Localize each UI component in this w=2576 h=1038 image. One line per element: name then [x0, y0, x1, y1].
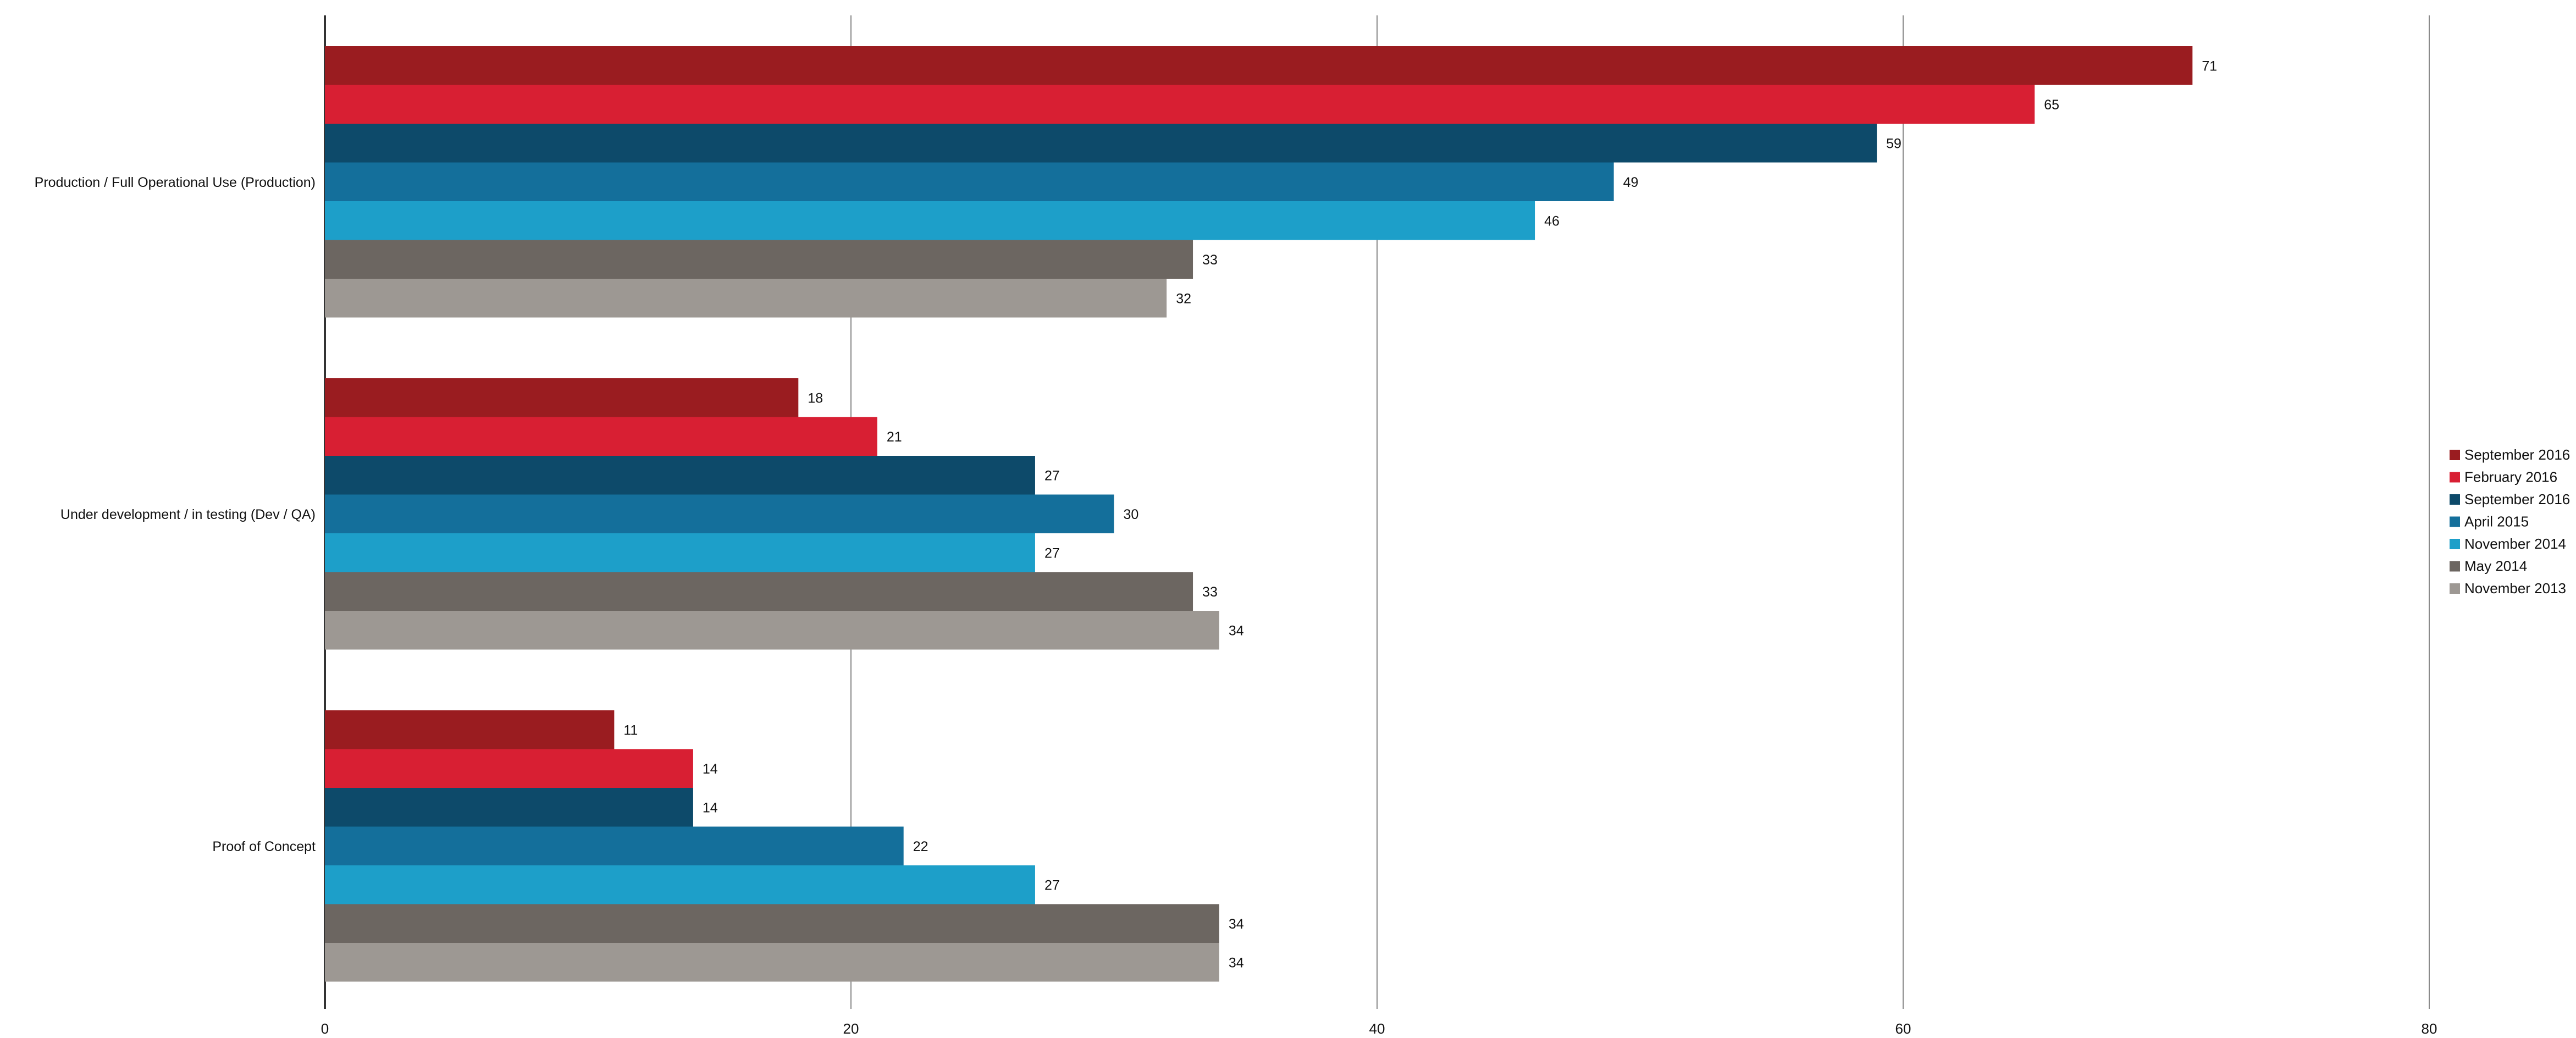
bar — [325, 456, 1035, 495]
bar-value-label: 18 — [808, 390, 823, 406]
bar — [325, 611, 1219, 650]
category-label: Under development / in testing (Dev / QA… — [60, 507, 316, 522]
bar — [325, 943, 1219, 982]
bar — [325, 826, 904, 865]
bar — [325, 162, 1614, 201]
bar-value-label: 27 — [1044, 545, 1060, 561]
bar — [325, 533, 1035, 572]
legend-label: February 2016 — [2464, 469, 2557, 485]
legend-swatch — [2450, 472, 2460, 483]
category-labels: Production / Full Operational Use (Produ… — [35, 175, 316, 854]
bar — [325, 904, 1219, 943]
bar — [325, 749, 693, 788]
legend-item: April 2015 — [2450, 514, 2529, 530]
legend-item: September 2016 — [2450, 491, 2570, 507]
legend-label: September 2016 — [2464, 446, 2570, 463]
bar — [325, 865, 1035, 904]
legend-label: May 2014 — [2464, 558, 2527, 575]
x-tick-label: 80 — [2422, 1020, 2437, 1037]
bar-value-label: 21 — [887, 429, 902, 445]
bar — [325, 201, 1535, 240]
bar-value-label: 33 — [1202, 584, 1218, 600]
legend-item: February 2016 — [2450, 469, 2557, 485]
bar-value-label: 32 — [1176, 291, 1191, 306]
x-axis-ticks: 0 20 40 60 80 — [321, 1020, 2437, 1037]
bar — [325, 572, 1193, 611]
x-tick-label: 60 — [1895, 1020, 1911, 1037]
legend-label: November 2014 — [2464, 535, 2566, 552]
legend-item: September 2016 — [2450, 446, 2570, 463]
legend-swatch — [2450, 583, 2460, 594]
legend-label: September 2016 — [2464, 491, 2570, 507]
bar-value-label: 34 — [1229, 955, 1244, 970]
bar — [325, 494, 1114, 533]
bar-value-label: 65 — [2044, 97, 2059, 113]
legend-swatch — [2450, 494, 2460, 505]
legend-swatch — [2450, 516, 2460, 527]
bars — [325, 46, 2193, 982]
legend-swatch — [2450, 539, 2460, 549]
x-tick-label: 0 — [321, 1020, 329, 1037]
x-tick-label: 40 — [1369, 1020, 1385, 1037]
data-labels: 71 65 59 49 46 33 32 18 21 27 30 27 33 34 11 14 14 22 27 34… — [623, 58, 2217, 970]
bar — [325, 417, 877, 456]
bar — [325, 788, 693, 827]
bar-value-label: 14 — [703, 800, 718, 815]
bar — [325, 46, 2193, 85]
bar-value-label: 30 — [1124, 507, 1139, 522]
bar — [325, 378, 799, 417]
bar-value-label: 59 — [1886, 136, 1901, 151]
bar — [325, 85, 2035, 124]
bar-value-label: 22 — [913, 839, 928, 854]
legend-item: November 2014 — [2450, 535, 2566, 552]
bar-value-label: 49 — [1623, 175, 1639, 190]
bar — [325, 710, 615, 749]
bar-value-label: 46 — [1544, 213, 1560, 229]
category-label: Proof of Concept — [212, 839, 316, 854]
bar — [325, 240, 1193, 279]
legend-swatch — [2450, 561, 2460, 572]
legend-item: May 2014 — [2450, 558, 2527, 575]
category-label: Production / Full Operational Use (Produ… — [35, 175, 316, 190]
legend-label: November 2013 — [2464, 580, 2566, 597]
legend-swatch — [2450, 450, 2460, 460]
x-tick-label: 20 — [843, 1020, 859, 1037]
legend-label: April 2015 — [2464, 514, 2529, 530]
bar-value-label: 33 — [1202, 252, 1218, 268]
bar-value-label: 27 — [1044, 877, 1060, 893]
bar — [325, 124, 1877, 163]
bar-value-label: 34 — [1229, 916, 1244, 932]
bar-value-label: 34 — [1229, 623, 1244, 638]
legend: September 2016 February 2016 September 201… — [2450, 446, 2570, 597]
legend-item: November 2013 — [2450, 580, 2566, 597]
bar-value-label: 14 — [703, 761, 718, 777]
bar-value-label: 71 — [2202, 58, 2217, 74]
bar — [325, 279, 1167, 318]
bar-value-label: 11 — [623, 722, 638, 738]
bar-value-label: 27 — [1044, 468, 1060, 483]
